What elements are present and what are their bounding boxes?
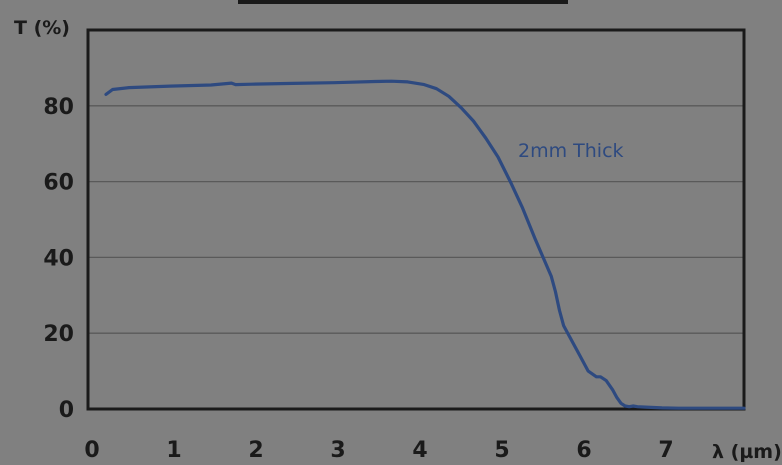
cropped-title-strip bbox=[238, 0, 568, 4]
y-tick-label: 80 bbox=[43, 95, 74, 120]
x-axis-label: λ (µm) bbox=[712, 441, 782, 463]
plot-frame bbox=[86, 28, 746, 411]
x-tick-label: 6 bbox=[576, 438, 591, 463]
gridlines bbox=[88, 105, 744, 334]
x-tick-label: 3 bbox=[330, 438, 345, 463]
y-tick-label: 60 bbox=[43, 171, 74, 196]
y-tick-label: 0 bbox=[59, 398, 74, 423]
x-tick-label: 1 bbox=[166, 438, 181, 463]
x-tick-label: 7 bbox=[658, 438, 673, 463]
x-tick-labels: 0 1 2 3 4 5 6 7 bbox=[84, 438, 673, 463]
x-tick-label: 5 bbox=[494, 438, 509, 463]
series-line-2mm-thick bbox=[104, 79, 746, 410]
x-tick-label: 4 bbox=[412, 438, 427, 463]
y-tick-label: 40 bbox=[43, 246, 74, 271]
x-tick-label: 2 bbox=[248, 438, 263, 463]
x-tick-label: 0 bbox=[84, 438, 99, 463]
plot-area bbox=[88, 30, 744, 409]
y-axis-label: T (%) bbox=[14, 17, 70, 39]
y-tick-labels: 0 20 40 60 80 bbox=[43, 95, 74, 423]
series-label-2mm-thick: 2mm Thick bbox=[518, 140, 624, 162]
y-tick-label: 20 bbox=[43, 322, 74, 347]
